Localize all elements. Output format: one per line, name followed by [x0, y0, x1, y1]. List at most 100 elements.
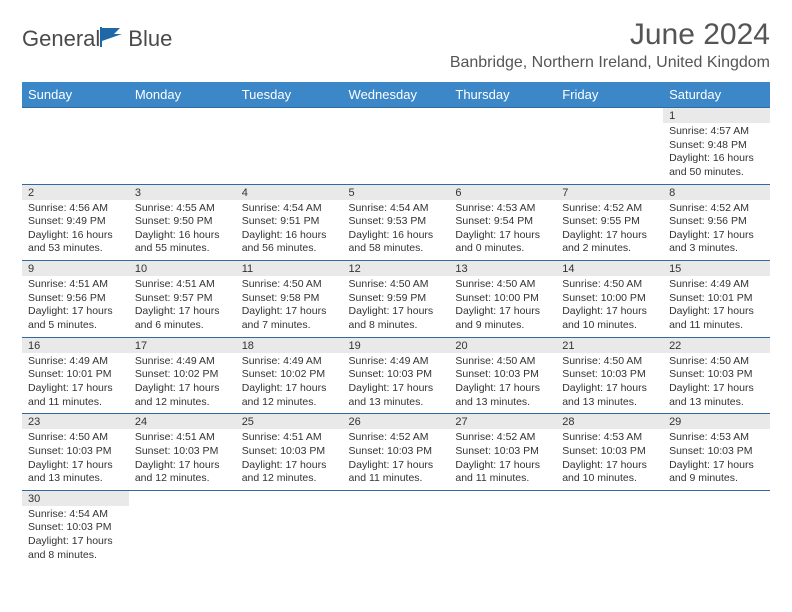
daylight-text-1: Daylight: 17 hours [669, 305, 764, 319]
weekday-header: Wednesday [343, 82, 450, 108]
daylight-text-2: and 58 minutes. [349, 242, 444, 256]
sunset-text: Sunset: 10:02 PM [242, 368, 337, 382]
page-header: General Blue June 2024 Banbridge, Northe… [22, 18, 770, 72]
daylight-text-2: and 56 minutes. [242, 242, 337, 256]
day-detail-cell: Sunrise: 4:51 AMSunset: 10:03 PMDaylight… [129, 429, 236, 490]
day-detail-row: Sunrise: 4:56 AMSunset: 9:49 PM Daylight:… [22, 200, 770, 261]
daylight-text-1: Daylight: 17 hours [28, 382, 123, 396]
day-detail-cell: Sunrise: 4:49 AMSunset: 10:01 PMDaylight… [22, 353, 129, 414]
day-number-cell: 28 [556, 414, 663, 430]
daylight-text-2: and 2 minutes. [562, 242, 657, 256]
daylight-text-2: and 55 minutes. [135, 242, 230, 256]
day-number-cell [236, 108, 343, 124]
daylight-text-2: and 8 minutes. [28, 549, 123, 563]
day-number-cell: 27 [449, 414, 556, 430]
day-number-cell: 18 [236, 337, 343, 353]
day-detail-cell: Sunrise: 4:50 AMSunset: 10:03 PMDaylight… [663, 353, 770, 414]
day-detail-cell [236, 123, 343, 184]
day-number-cell: 11 [236, 261, 343, 277]
sunrise-text: Sunrise: 4:51 AM [135, 431, 230, 445]
day-detail-cell [343, 123, 450, 184]
day-detail-cell: Sunrise: 4:51 AMSunset: 10:03 PMDaylight… [236, 429, 343, 490]
day-detail-cell: Sunrise: 4:50 AMSunset: 9:59 PMDaylight:… [343, 276, 450, 337]
sunset-text: Sunset: 10:03 PM [562, 445, 657, 459]
day-detail-cell: Sunrise: 4:49 AMSunset: 10:02 PMDaylight… [129, 353, 236, 414]
day-number-cell: 14 [556, 261, 663, 277]
day-detail-cell: Sunrise: 4:54 AMSunset: 9:53 PMDaylight:… [343, 200, 450, 261]
day-detail-cell: Sunrise: 4:52 AMSunset: 10:03 PMDaylight… [449, 429, 556, 490]
sunset-text: Sunset: 9:59 PM [349, 292, 444, 306]
sunset-text: Sunset: 9:48 PM [669, 139, 764, 153]
sunrise-text: Sunrise: 4:50 AM [562, 355, 657, 369]
day-number-row: 23242526272829 [22, 414, 770, 430]
day-detail-row: Sunrise: 4:54 AMSunset: 10:03 PMDaylight… [22, 506, 770, 567]
daylight-text-2: and 7 minutes. [242, 319, 337, 333]
daylight-text-1: Daylight: 17 hours [349, 305, 444, 319]
daylight-text-1: Daylight: 17 hours [28, 305, 123, 319]
sunrise-text: Sunrise: 4:49 AM [135, 355, 230, 369]
day-detail-cell [663, 506, 770, 567]
calendar-header-row: SundayMondayTuesdayWednesdayThursdayFrid… [22, 82, 770, 108]
sunset-text: Sunset: 9:53 PM [349, 215, 444, 229]
day-number-row: 16171819202122 [22, 337, 770, 353]
sunrise-text: Sunrise: 4:53 AM [562, 431, 657, 445]
daylight-text-1: Daylight: 17 hours [455, 382, 550, 396]
sunrise-text: Sunrise: 4:56 AM [28, 202, 123, 216]
day-number-cell [449, 490, 556, 506]
daylight-text-2: and 9 minutes. [455, 319, 550, 333]
sunrise-text: Sunrise: 4:54 AM [349, 202, 444, 216]
sunset-text: Sunset: 9:56 PM [28, 292, 123, 306]
sunrise-text: Sunrise: 4:52 AM [455, 431, 550, 445]
day-detail-cell: Sunrise: 4:50 AMSunset: 9:58 PMDaylight:… [236, 276, 343, 337]
day-number-cell [343, 490, 450, 506]
daylight-text-2: and 11 minutes. [455, 472, 550, 486]
day-detail-cell: Sunrise: 4:55 AMSunset: 9:50 PMDaylight:… [129, 200, 236, 261]
day-number-cell: 26 [343, 414, 450, 430]
sunset-text: Sunset: 10:01 PM [28, 368, 123, 382]
daylight-text-2: and 13 minutes. [349, 396, 444, 410]
sunset-text: Sunset: 9:51 PM [242, 215, 337, 229]
day-detail-row: Sunrise: 4:49 AMSunset: 10:01 PMDaylight… [22, 353, 770, 414]
daylight-text-1: Daylight: 17 hours [562, 459, 657, 473]
day-number-cell [556, 490, 663, 506]
flag-icon [100, 27, 126, 52]
day-detail-cell [449, 123, 556, 184]
day-number-cell [129, 108, 236, 124]
day-number-cell: 13 [449, 261, 556, 277]
day-number-cell: 10 [129, 261, 236, 277]
sunset-text: Sunset: 10:03 PM [28, 445, 123, 459]
sunset-text: Sunset: 9:50 PM [135, 215, 230, 229]
sunset-text: Sunset: 9:54 PM [455, 215, 550, 229]
brand-name-1: General [22, 26, 100, 52]
sunset-text: Sunset: 10:03 PM [669, 368, 764, 382]
weekday-header: Monday [129, 82, 236, 108]
daylight-text-1: Daylight: 17 hours [28, 459, 123, 473]
day-number-cell: 12 [343, 261, 450, 277]
sunset-text: Sunset: 9:49 PM [28, 215, 123, 229]
day-number-cell [343, 108, 450, 124]
daylight-text-1: Daylight: 16 hours [135, 229, 230, 243]
daylight-text-2: and 12 minutes. [135, 396, 230, 410]
sunset-text: Sunset: 10:03 PM [28, 521, 123, 535]
daylight-text-1: Daylight: 17 hours [242, 382, 337, 396]
sunrise-text: Sunrise: 4:50 AM [455, 278, 550, 292]
day-detail-cell [129, 123, 236, 184]
daylight-text-1: Daylight: 16 hours [669, 152, 764, 166]
daylight-text-1: Daylight: 17 hours [455, 229, 550, 243]
day-detail-cell: Sunrise: 4:49 AMSunset: 10:02 PMDaylight… [236, 353, 343, 414]
weekday-header: Sunday [22, 82, 129, 108]
sunset-text: Sunset: 9:58 PM [242, 292, 337, 306]
day-detail-cell [129, 506, 236, 567]
daylight-text-1: Daylight: 16 hours [349, 229, 444, 243]
day-detail-cell: Sunrise: 4:49 AMSunset: 10:03 PMDaylight… [343, 353, 450, 414]
day-number-cell: 22 [663, 337, 770, 353]
day-number-cell: 5 [343, 184, 450, 200]
daylight-text-1: Daylight: 17 hours [135, 305, 230, 319]
daylight-text-1: Daylight: 17 hours [135, 459, 230, 473]
daylight-text-1: Daylight: 17 hours [562, 305, 657, 319]
day-detail-cell: Sunrise: 4:52 AMSunset: 10:03 PMDaylight… [343, 429, 450, 490]
day-number-cell [236, 490, 343, 506]
daylight-text-2: and 0 minutes. [455, 242, 550, 256]
day-detail-cell: Sunrise: 4:54 AMSunset: 10:03 PMDaylight… [22, 506, 129, 567]
sunrise-text: Sunrise: 4:50 AM [28, 431, 123, 445]
